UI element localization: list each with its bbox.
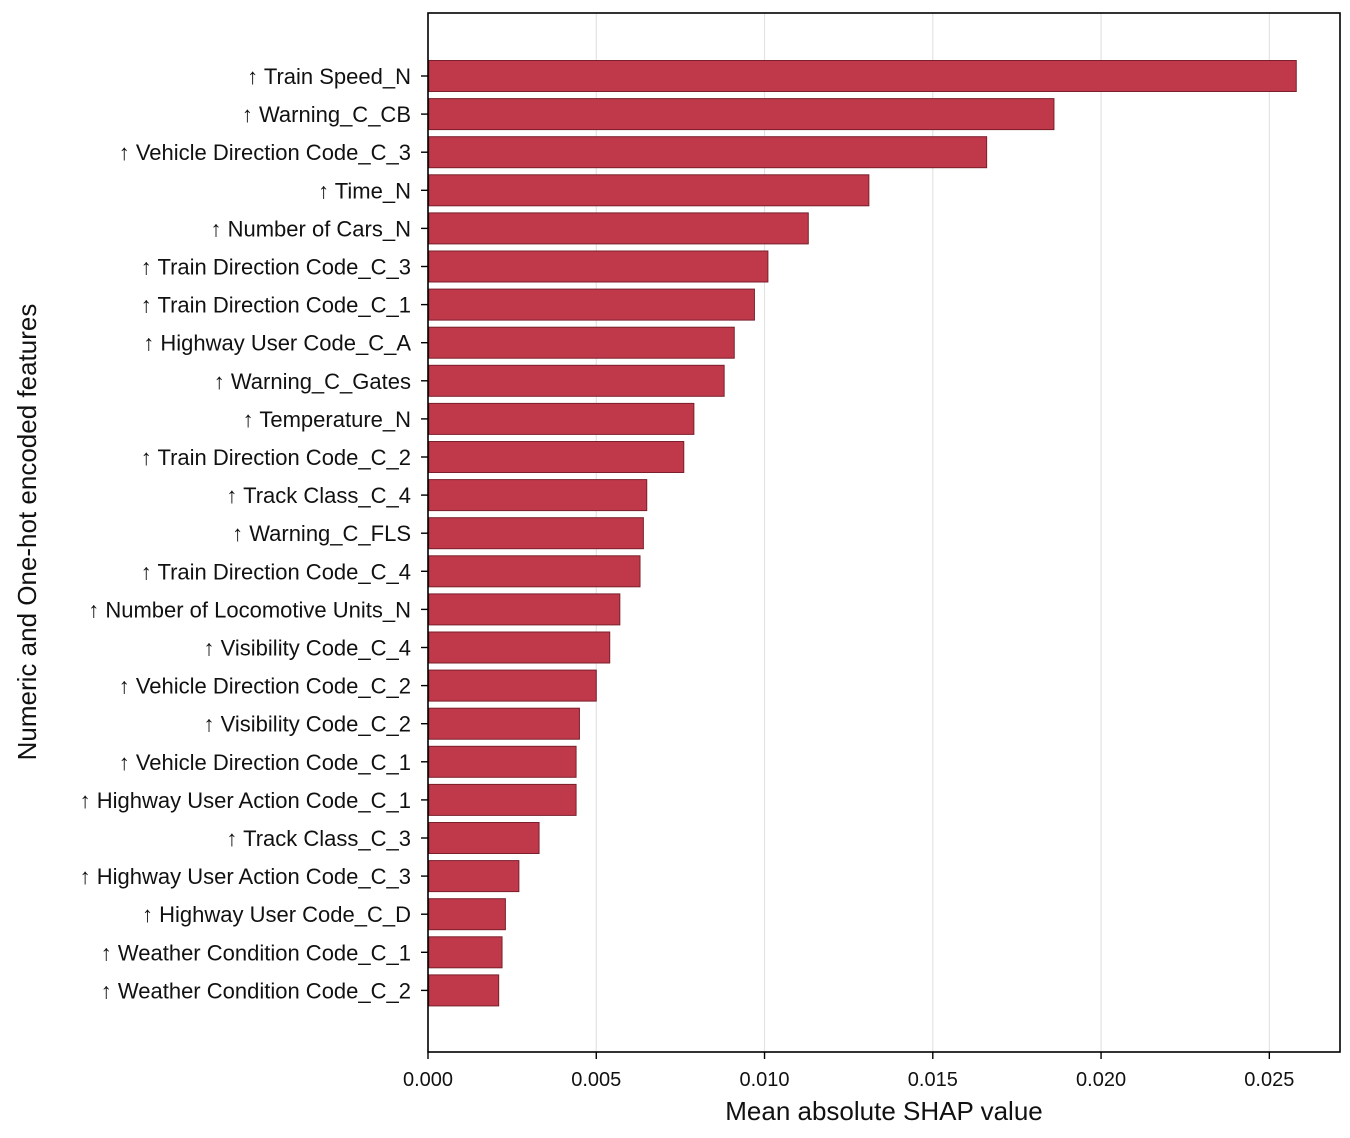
bar — [428, 631, 611, 664]
bar — [428, 174, 870, 207]
y-tick-label: ↑ Number of Locomotive Units_N — [88, 597, 411, 622]
x-tick-label: 0.015 — [908, 1069, 958, 1091]
bar — [428, 402, 695, 435]
y-tick-label: ↑ Vehicle Direction Code_C_3 — [119, 140, 411, 165]
bar — [428, 783, 577, 816]
y-tick-label: ↑ Number of Cars_N — [210, 216, 411, 241]
y-tick-label: ↑ Track Class_C_4 — [226, 483, 411, 508]
y-tick-label: ↑ Train Direction Code_C_3 — [141, 255, 411, 280]
x-tick-label: 0.005 — [571, 1069, 621, 1091]
x-tick-label: 0.000 — [403, 1069, 453, 1091]
bar — [428, 898, 506, 931]
bar — [428, 860, 520, 893]
bar — [428, 974, 500, 1007]
bar — [428, 517, 644, 550]
bar — [428, 136, 988, 169]
y-tick-label: ↑ Temperature_N — [243, 407, 411, 432]
y-tick-label: ↑ Highway User Code_C_A — [143, 331, 411, 356]
y-tick-label: ↑ Warning_C_FLS — [232, 521, 411, 546]
x-axis-title: Mean absolute SHAP value — [725, 1096, 1043, 1126]
bar — [428, 364, 725, 397]
bar — [428, 288, 755, 321]
y-tick-label: ↑ Visibility Code_C_4 — [204, 636, 411, 661]
x-tick-label: 0.010 — [740, 1069, 790, 1091]
bar — [428, 745, 577, 778]
bar — [428, 555, 641, 588]
y-axis-title: Numeric and One-hot encoded features — [12, 304, 42, 761]
y-tick-label: ↑ Warning_C_CB — [242, 102, 411, 127]
bar — [428, 60, 1297, 92]
bar — [428, 250, 769, 283]
y-tick-label: ↑ Track Class_C_3 — [226, 826, 411, 851]
y-tick-label: ↑ Highway User Action Code_C_1 — [80, 788, 411, 813]
y-tick-label: ↑ Weather Condition Code_C_1 — [101, 940, 411, 965]
y-tick-label: ↑ Train Speed_N — [247, 64, 411, 89]
y-tick-label: ↑ Highway User Action Code_C_3 — [80, 864, 411, 889]
bar — [428, 212, 809, 245]
bar — [428, 479, 648, 512]
bar — [428, 326, 735, 359]
y-tick-label: ↑ Weather Condition Code_C_2 — [101, 978, 411, 1003]
x-tick-label: 0.025 — [1244, 1069, 1294, 1091]
x-axis: 0.000 0.005 0.010 0.015 0.020 0.025 — [403, 1052, 1294, 1091]
y-tick-label: ↑ Visibility Code_C_2 — [204, 712, 411, 737]
bar — [428, 822, 540, 854]
y-tick-label: ↑ Vehicle Direction Code_C_2 — [119, 674, 411, 699]
bar — [428, 669, 597, 702]
bar — [428, 593, 621, 626]
y-axis: ↑ Train Speed_N ↑ Warning_C_CB ↑ Vehicle D… — [80, 64, 428, 1003]
y-tick-label: ↑ Warning_C_Gates — [214, 369, 411, 394]
y-tick-label: ↑ Time_N — [318, 178, 411, 203]
bar — [428, 707, 580, 740]
bars-layer — [428, 60, 1297, 1007]
x-tick-label: 0.020 — [1076, 1069, 1126, 1091]
bar — [428, 441, 685, 473]
y-tick-label: ↑ Train Direction Code_C_1 — [141, 293, 411, 318]
y-tick-label: ↑ Train Direction Code_C_4 — [141, 559, 411, 584]
y-tick-label: ↑ Vehicle Direction Code_C_1 — [119, 750, 411, 775]
y-tick-label: ↑ Train Direction Code_C_2 — [141, 445, 411, 470]
y-tick-label: ↑ Highway User Code_C_D — [142, 902, 411, 927]
bar — [428, 98, 1055, 131]
bar — [428, 936, 503, 969]
